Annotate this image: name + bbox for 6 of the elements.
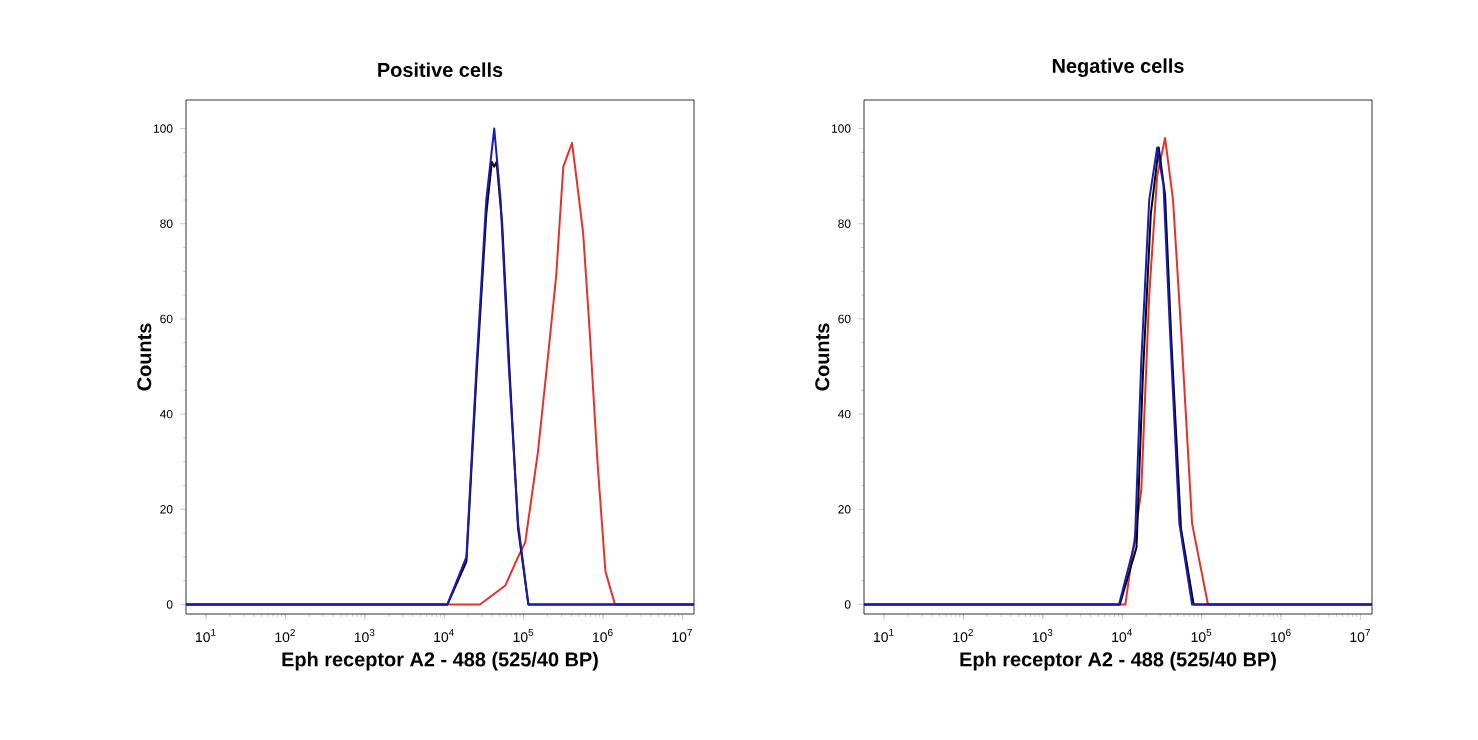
x-axis-title: Eph receptor A2 - 488 (525/40 BP): [960, 651, 1276, 671]
y-axis-title: Counts: [137, 323, 152, 391]
x-axis-title: Eph receptor A2 - 488 (525/40 BP): [282, 651, 598, 671]
chart-title: Positive cells: [378, 62, 503, 78]
y-axis-title: Counts: [815, 323, 830, 391]
chart-title: Negative cells: [1052, 58, 1184, 78]
